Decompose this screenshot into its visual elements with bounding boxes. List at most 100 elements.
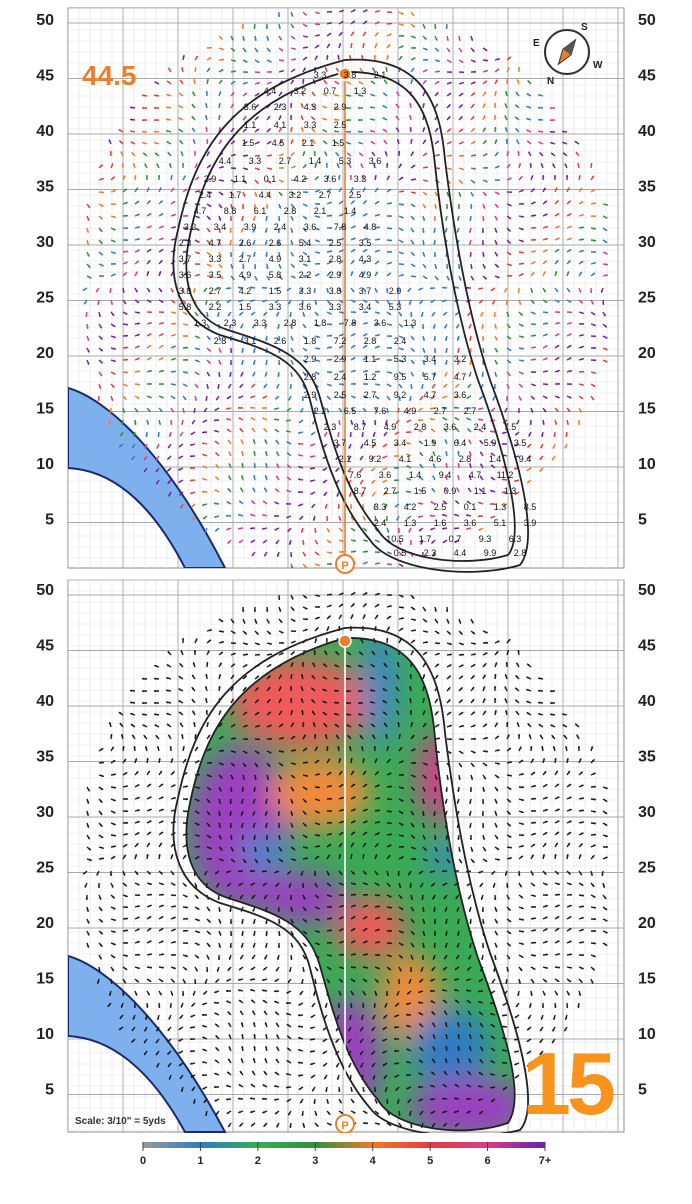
slope-value: 3.7 bbox=[179, 254, 192, 264]
slope-value: 3.6 bbox=[464, 518, 477, 528]
slope-value: 5.4 bbox=[299, 238, 312, 248]
slope-value: 2.9 bbox=[304, 390, 317, 400]
slope-value: 4.2 bbox=[404, 502, 417, 512]
slope-value: 2.9 bbox=[334, 102, 347, 112]
slope-value: 2.4 bbox=[274, 222, 287, 232]
slope-value: 2.5 bbox=[334, 120, 347, 130]
slope-value: 1.6 bbox=[434, 518, 447, 528]
slope-value: 2.4 bbox=[474, 422, 487, 432]
slope-value: 2.8 bbox=[284, 206, 297, 216]
slope-value: 3.4 bbox=[359, 302, 372, 312]
slope-value: 3.4 bbox=[394, 438, 407, 448]
slope-value: 5.3 bbox=[389, 302, 402, 312]
slope-value: 2.7 bbox=[239, 254, 252, 264]
slope-value: 3.6 bbox=[244, 102, 257, 112]
y-axis-label: 15 bbox=[36, 401, 54, 418]
slope-value: 7.8 bbox=[344, 318, 357, 328]
slope-value: 3.6 bbox=[299, 302, 312, 312]
slope-value: 8.5 bbox=[524, 502, 537, 512]
slope-value: 3.3 bbox=[269, 302, 282, 312]
slope-value: 3.6 bbox=[374, 318, 387, 328]
slope-value: 4.1 bbox=[274, 120, 287, 130]
y-axis-label: 50 bbox=[638, 12, 656, 29]
slope-value: 9.5 bbox=[394, 372, 407, 382]
slope-value: 7.8 bbox=[334, 222, 347, 232]
y-axis-label: 20 bbox=[36, 345, 54, 362]
slope-value: 1.1 bbox=[364, 354, 377, 364]
slope-value: 2.7 bbox=[464, 406, 477, 416]
slope-value: 2.2 bbox=[209, 302, 222, 312]
slope-value: 3.5 bbox=[209, 270, 222, 280]
slope-value: 2.6 bbox=[269, 238, 282, 248]
slope-value: 3.3 bbox=[329, 302, 342, 312]
slope-value: 3.7 bbox=[334, 438, 347, 448]
slope-value: 3.6 bbox=[179, 270, 192, 280]
slope-value: 7.2 bbox=[334, 336, 347, 346]
y-axis-label: 10 bbox=[638, 456, 656, 473]
slope-value: 0.7 bbox=[324, 86, 337, 96]
slope-value: 2.1 bbox=[302, 138, 315, 148]
slope-value: 1.5 bbox=[332, 138, 345, 148]
slope-value: 3.6 bbox=[454, 390, 467, 400]
slope-value: 1.8 bbox=[314, 318, 327, 328]
slope-value: 3.7 bbox=[359, 286, 372, 296]
slope-value: 9.9 bbox=[484, 548, 497, 558]
slope-value: 4.6 bbox=[429, 454, 442, 464]
slope-value: 2.4 bbox=[199, 190, 212, 200]
slope-value: 3.3 bbox=[249, 156, 262, 166]
slope-value: 2.8 bbox=[459, 454, 472, 464]
slope-value: 1.4 bbox=[309, 156, 322, 166]
slope-value: 10.5 bbox=[386, 534, 404, 544]
slope-value: 4.9 bbox=[384, 422, 397, 432]
slope-value: 1.1 bbox=[234, 174, 247, 184]
slope-value: 0.7 bbox=[449, 534, 462, 544]
slope-value: 1.3 bbox=[404, 318, 417, 328]
y-axis-label: 35 bbox=[36, 179, 54, 196]
slope-value: 9.4 bbox=[519, 454, 532, 464]
slope-value: 2.7 bbox=[384, 486, 397, 496]
slope-value: 1.5 bbox=[239, 302, 252, 312]
slope-value: 3.8 bbox=[329, 286, 342, 296]
slope-value: 4.8 bbox=[364, 222, 377, 232]
slope-value: 2.5 bbox=[329, 238, 342, 248]
slope-value: 4.9 bbox=[269, 254, 282, 264]
slope-value: 2.3 bbox=[424, 548, 437, 558]
slope-value: 6.3 bbox=[509, 534, 522, 544]
slope-value: 3.1 bbox=[244, 336, 257, 346]
slope-value: 5.8 bbox=[269, 270, 282, 280]
slope-value: 4.7 bbox=[454, 372, 467, 382]
y-axis-label: 5 bbox=[45, 512, 54, 529]
slope-value: 4.2 bbox=[294, 174, 307, 184]
slope-value: 3.4 bbox=[214, 222, 227, 232]
slope-value: 4.7 bbox=[194, 206, 207, 216]
slope-value: 3.6 bbox=[444, 422, 457, 432]
slope-value: 3.6 bbox=[369, 156, 382, 166]
slope-value: 2.6 bbox=[239, 238, 252, 248]
y-axis-label: 30 bbox=[36, 234, 54, 251]
slope-value: 4.4 bbox=[219, 156, 232, 166]
slope-value: 2.7 bbox=[209, 286, 222, 296]
slope-value: 7.6 bbox=[349, 470, 362, 480]
slope-value: 5.3 bbox=[394, 354, 407, 364]
pin-marker: P bbox=[336, 555, 354, 573]
slope-value: 3.3 bbox=[209, 254, 222, 264]
slope-value: 0.9 bbox=[444, 486, 457, 496]
slope-value: 2.4 bbox=[394, 336, 407, 346]
slope-value: 3.5 bbox=[359, 238, 372, 248]
y-axis-label: 15 bbox=[638, 401, 656, 418]
y-axis-label: 25 bbox=[638, 290, 656, 307]
y-axis-label: 35 bbox=[638, 179, 656, 196]
slope-value: 1.3 bbox=[404, 518, 417, 528]
slope-value: 3.9 bbox=[524, 518, 537, 528]
slope-value: 1.5 bbox=[242, 138, 255, 148]
slope-value: 3.2 bbox=[294, 86, 307, 96]
slope-value: 2.5 bbox=[334, 390, 347, 400]
slope-value: 1.4 bbox=[409, 470, 422, 480]
slope-value: 2.5 bbox=[434, 502, 447, 512]
slope-value: 6.4 bbox=[454, 438, 467, 448]
slope-value: 2.4 bbox=[334, 372, 347, 382]
slope-value: 2.8 bbox=[304, 372, 317, 382]
